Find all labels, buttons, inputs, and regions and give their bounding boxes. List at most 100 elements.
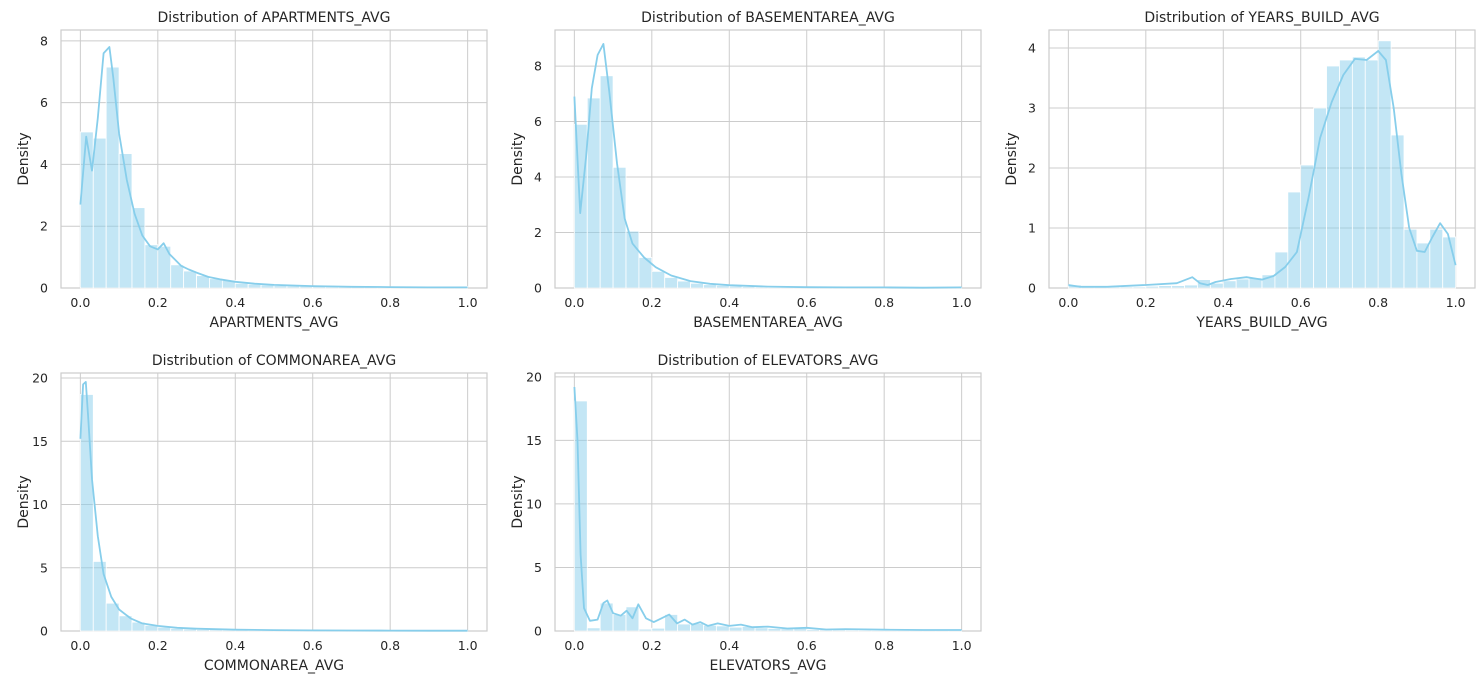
subplot-title: Distribution of ELEVATORS_AVG [657,353,878,369]
histogram-bar [92,561,107,632]
histogram-bar [1339,59,1353,289]
histogram-bar [1145,285,1160,289]
x-tick-label: 1.0 [458,295,478,310]
x-tick-label: 0.8 [380,295,400,310]
histogram-bar [1351,56,1366,289]
x-tick-label: 0.2 [1136,295,1156,310]
x-tick-label: 0.2 [642,638,662,653]
subplot-4: 0.0 0.2 0.4 0.6 0.8 1.0 0 5 10 15 20 Distribution o… [16,353,488,674]
y-axis-label: Density [16,475,32,528]
subplot-title: Distribution of COMMONAREA_AVG [152,353,396,369]
histogram-bar [651,270,666,289]
subplot-title: Distribution of BASEMENTAREA_AVG [641,10,895,26]
plot-area [60,372,488,632]
histogram-bar [715,625,730,632]
y-tick-label: 10 [526,496,542,511]
histogram-bar [79,394,94,632]
histogram-bar [1364,59,1379,289]
x-tick-label: 0.6 [1291,295,1311,310]
histogram-bar [183,270,197,289]
histogram-bar [728,626,743,632]
x-tick-label: 0.0 [1058,295,1078,310]
x-tick-label: 0.2 [148,638,168,653]
histogram-bar [703,284,717,289]
x-tick-label: 1.0 [1446,295,1466,310]
y-tick-label: 6 [40,95,48,110]
histogram-bar [1222,280,1237,289]
histogram-bar [612,166,627,289]
x-tick-label: 0.6 [797,295,817,310]
x-tick-label: 1.0 [952,638,972,653]
y-tick-label: 3 [1028,101,1036,116]
subplot-1: 0.0 0.2 0.4 0.6 0.8 1.0 0 2 4 6 8 Distribution of A… [16,10,488,331]
kde-line [573,386,962,631]
histogram-bar [1403,228,1418,289]
subplot-5: 0.0 0.2 0.4 0.6 0.8 1.0 0 5 10 15 20 Distribution o… [510,353,982,674]
histogram-bar [1416,242,1431,289]
histogram-bars [1067,40,1457,289]
x-axis-label: YEARS_BUILD_AVG [1195,315,1327,331]
histogram-bar [1184,284,1198,289]
x-tick-label: 0.8 [1368,295,1388,310]
x-tick-label: 0.8 [874,295,894,310]
kde-line [1068,50,1457,288]
histogram-bar [677,623,691,632]
y-axis-label: Density [1004,132,1020,185]
y-tick-label: 5 [40,560,48,575]
y-tick-label: 0 [40,624,48,639]
histogram-bar [1158,285,1173,289]
subplot-2: 0.0 0.2 0.4 0.6 0.8 1.0 0 2 4 6 8 Distribution of B… [510,10,982,331]
histogram-bar [92,137,107,289]
subplot-title: Distribution of YEARS_BUILD_AVG [1144,10,1379,26]
histogram-bar [1313,107,1327,289]
y-tick-label: 6 [534,114,542,129]
histogram-bar [806,629,821,632]
y-tick-label: 5 [534,560,542,575]
y-tick-label: 1 [1028,221,1036,236]
y-tick-label: 4 [1028,41,1036,56]
histogram-bar [573,400,588,632]
y-tick-label: 10 [32,497,48,512]
histogram-bar [664,277,679,289]
histogram-bar [79,131,94,289]
x-tick-label: 0.6 [303,295,323,310]
y-tick-label: 0 [40,281,48,296]
histogram-bar [754,627,769,632]
histogram-bar [651,627,666,632]
histogram-bar [1235,278,1250,289]
plot-area [554,372,982,632]
histogram-bars [79,66,469,289]
x-tick-label: 0.4 [719,638,739,653]
y-tick-label: 4 [40,157,48,172]
histogram-bar [234,282,249,289]
histogram-bars [573,400,963,632]
y-tick-label: 4 [534,170,542,185]
x-tick-label: 0.2 [148,295,168,310]
histogram-bar [1171,285,1185,289]
x-tick-label: 0.4 [1213,295,1233,310]
y-axis-label: Density [510,475,526,528]
y-tick-label: 8 [40,33,48,48]
histogram-bar [625,230,640,289]
subplot-3: 0.0 0.2 0.4 0.6 0.8 1.0 0 1 2 3 4 Distribution of Y… [1004,10,1476,331]
histogram-bar [690,282,704,289]
x-tick-label: 0.6 [303,638,323,653]
x-tick-label: 0.0 [70,295,90,310]
x-tick-label: 1.0 [952,295,972,310]
histogram-bar [1442,236,1457,289]
y-tick-label: 20 [32,371,48,386]
y-tick-label: 0 [534,624,542,639]
y-axis-label: Density [510,132,526,185]
x-tick-label: 0.0 [564,638,584,653]
histogram-bar [767,628,782,632]
x-tick-label: 0.8 [874,638,894,653]
histogram-bar [144,244,159,289]
y-tick-label: 15 [526,433,542,448]
y-tick-label: 8 [534,59,542,74]
x-tick-label: 0.0 [70,638,90,653]
y-tick-label: 2 [534,225,542,240]
kde-line [79,381,468,632]
x-tick-label: 0.6 [797,638,817,653]
y-axis-label: Density [16,132,32,185]
y-tick-label: 0 [534,281,542,296]
